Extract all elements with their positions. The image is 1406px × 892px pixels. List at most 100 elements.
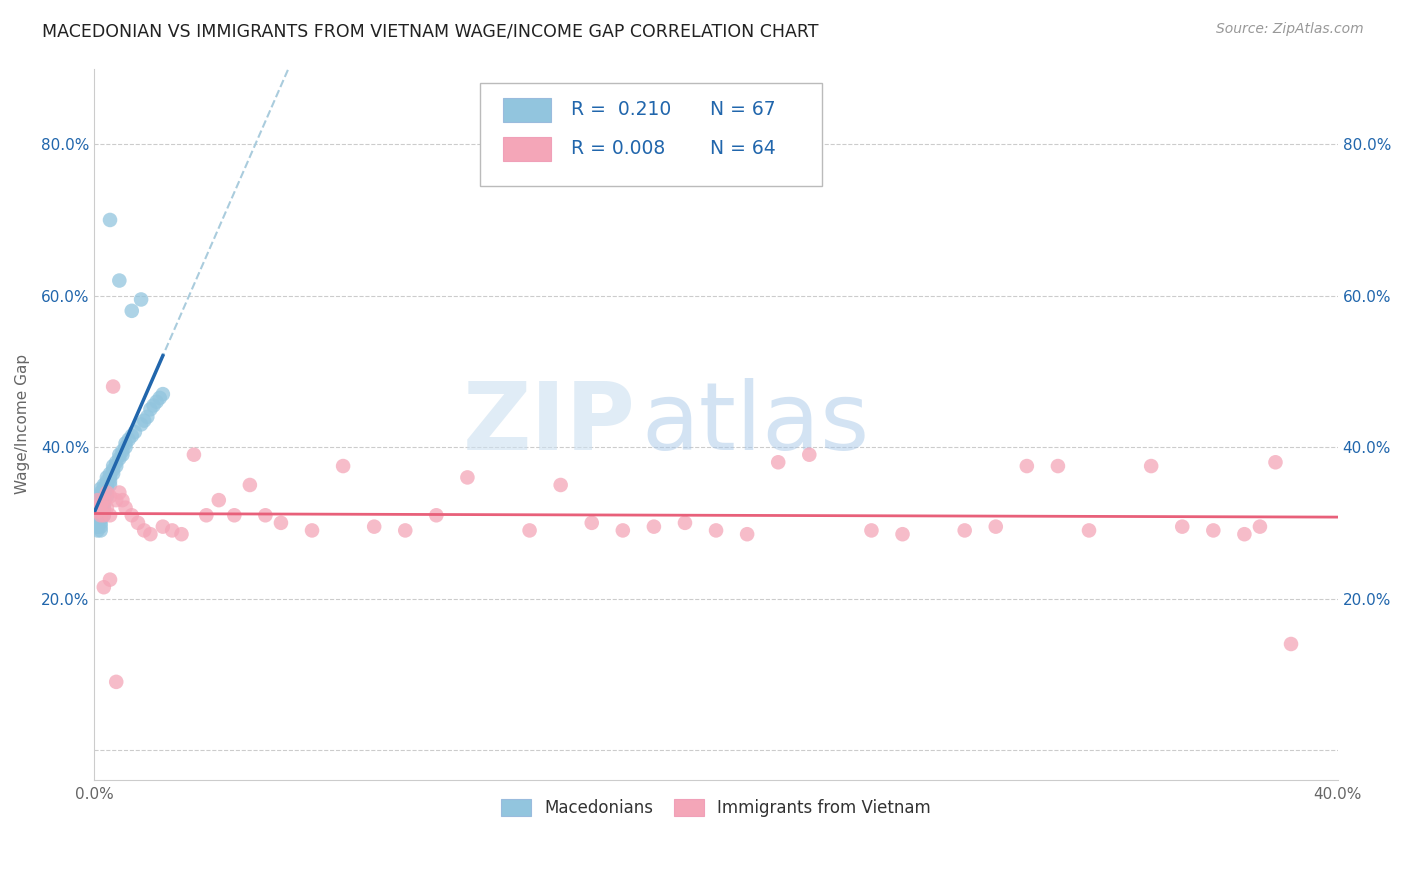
Point — [160, 524, 183, 538]
Point — [136, 409, 159, 424]
Point — [766, 455, 789, 469]
Point — [1078, 524, 1101, 538]
Point — [1279, 637, 1302, 651]
Point — [101, 463, 124, 477]
Point — [152, 387, 174, 401]
Point — [643, 519, 665, 533]
Point — [105, 458, 128, 473]
Point — [86, 497, 108, 511]
Point — [183, 448, 205, 462]
Point — [152, 519, 174, 533]
Point — [98, 470, 121, 484]
Point — [142, 399, 165, 413]
Point — [90, 516, 112, 530]
Point — [704, 524, 727, 538]
Point — [105, 455, 128, 469]
Point — [270, 516, 292, 530]
Point — [108, 451, 131, 466]
Point — [86, 504, 108, 518]
Point — [93, 493, 115, 508]
Point — [129, 293, 152, 307]
Point — [98, 508, 121, 523]
Point — [93, 497, 115, 511]
FancyBboxPatch shape — [503, 98, 551, 122]
FancyBboxPatch shape — [479, 83, 821, 186]
Point — [1249, 519, 1271, 533]
Point — [124, 425, 146, 439]
Point — [149, 391, 172, 405]
Point — [301, 524, 323, 538]
Point — [519, 524, 541, 538]
Point — [86, 516, 108, 530]
Point — [96, 500, 118, 515]
Point — [93, 508, 115, 523]
Point — [90, 497, 112, 511]
Point — [93, 482, 115, 496]
Point — [86, 512, 108, 526]
Point — [93, 504, 115, 518]
Point — [456, 470, 478, 484]
Point — [90, 485, 112, 500]
Point — [96, 474, 118, 488]
Point — [105, 493, 128, 508]
Point — [363, 519, 385, 533]
Y-axis label: Wage/Income Gap: Wage/Income Gap — [15, 354, 30, 494]
Point — [121, 508, 143, 523]
Point — [98, 573, 121, 587]
Point — [145, 394, 167, 409]
Point — [550, 478, 572, 492]
Point — [93, 493, 115, 508]
Point — [673, 516, 696, 530]
Text: MACEDONIAN VS IMMIGRANTS FROM VIETNAM WAGE/INCOME GAP CORRELATION CHART: MACEDONIAN VS IMMIGRANTS FROM VIETNAM WA… — [42, 22, 818, 40]
Point — [98, 474, 121, 488]
Point — [86, 524, 108, 538]
Point — [86, 489, 108, 503]
Point — [121, 429, 143, 443]
Point — [1264, 455, 1286, 469]
Point — [90, 524, 112, 538]
Point — [118, 433, 141, 447]
Text: ZIP: ZIP — [463, 378, 636, 470]
Point — [860, 524, 883, 538]
Point — [90, 493, 112, 508]
Point — [332, 458, 354, 473]
Point — [101, 379, 124, 393]
Point — [139, 527, 162, 541]
Point — [96, 478, 118, 492]
Point — [111, 493, 134, 508]
Point — [114, 500, 136, 515]
Point — [1046, 458, 1069, 473]
Point — [93, 489, 115, 503]
Point — [90, 508, 112, 523]
Point — [108, 274, 131, 288]
Point — [96, 485, 118, 500]
Point — [121, 303, 143, 318]
Point — [891, 527, 914, 541]
Point — [170, 527, 193, 541]
Text: atlas: atlas — [641, 378, 870, 470]
Point — [86, 519, 108, 533]
Point — [1140, 458, 1163, 473]
Point — [96, 482, 118, 496]
Point — [86, 508, 108, 523]
Point — [93, 500, 115, 515]
Point — [90, 508, 112, 523]
Point — [239, 478, 262, 492]
Point — [93, 508, 115, 523]
Point — [96, 489, 118, 503]
Point — [96, 485, 118, 500]
Point — [90, 519, 112, 533]
Point — [90, 489, 112, 503]
Point — [114, 440, 136, 454]
Point — [98, 467, 121, 481]
Point — [139, 402, 162, 417]
Point — [195, 508, 218, 523]
Point — [224, 508, 246, 523]
Point — [1233, 527, 1256, 541]
Point — [129, 417, 152, 432]
Point — [93, 485, 115, 500]
Point — [90, 482, 112, 496]
Point — [1171, 519, 1194, 533]
Point — [111, 444, 134, 458]
Point — [127, 516, 149, 530]
